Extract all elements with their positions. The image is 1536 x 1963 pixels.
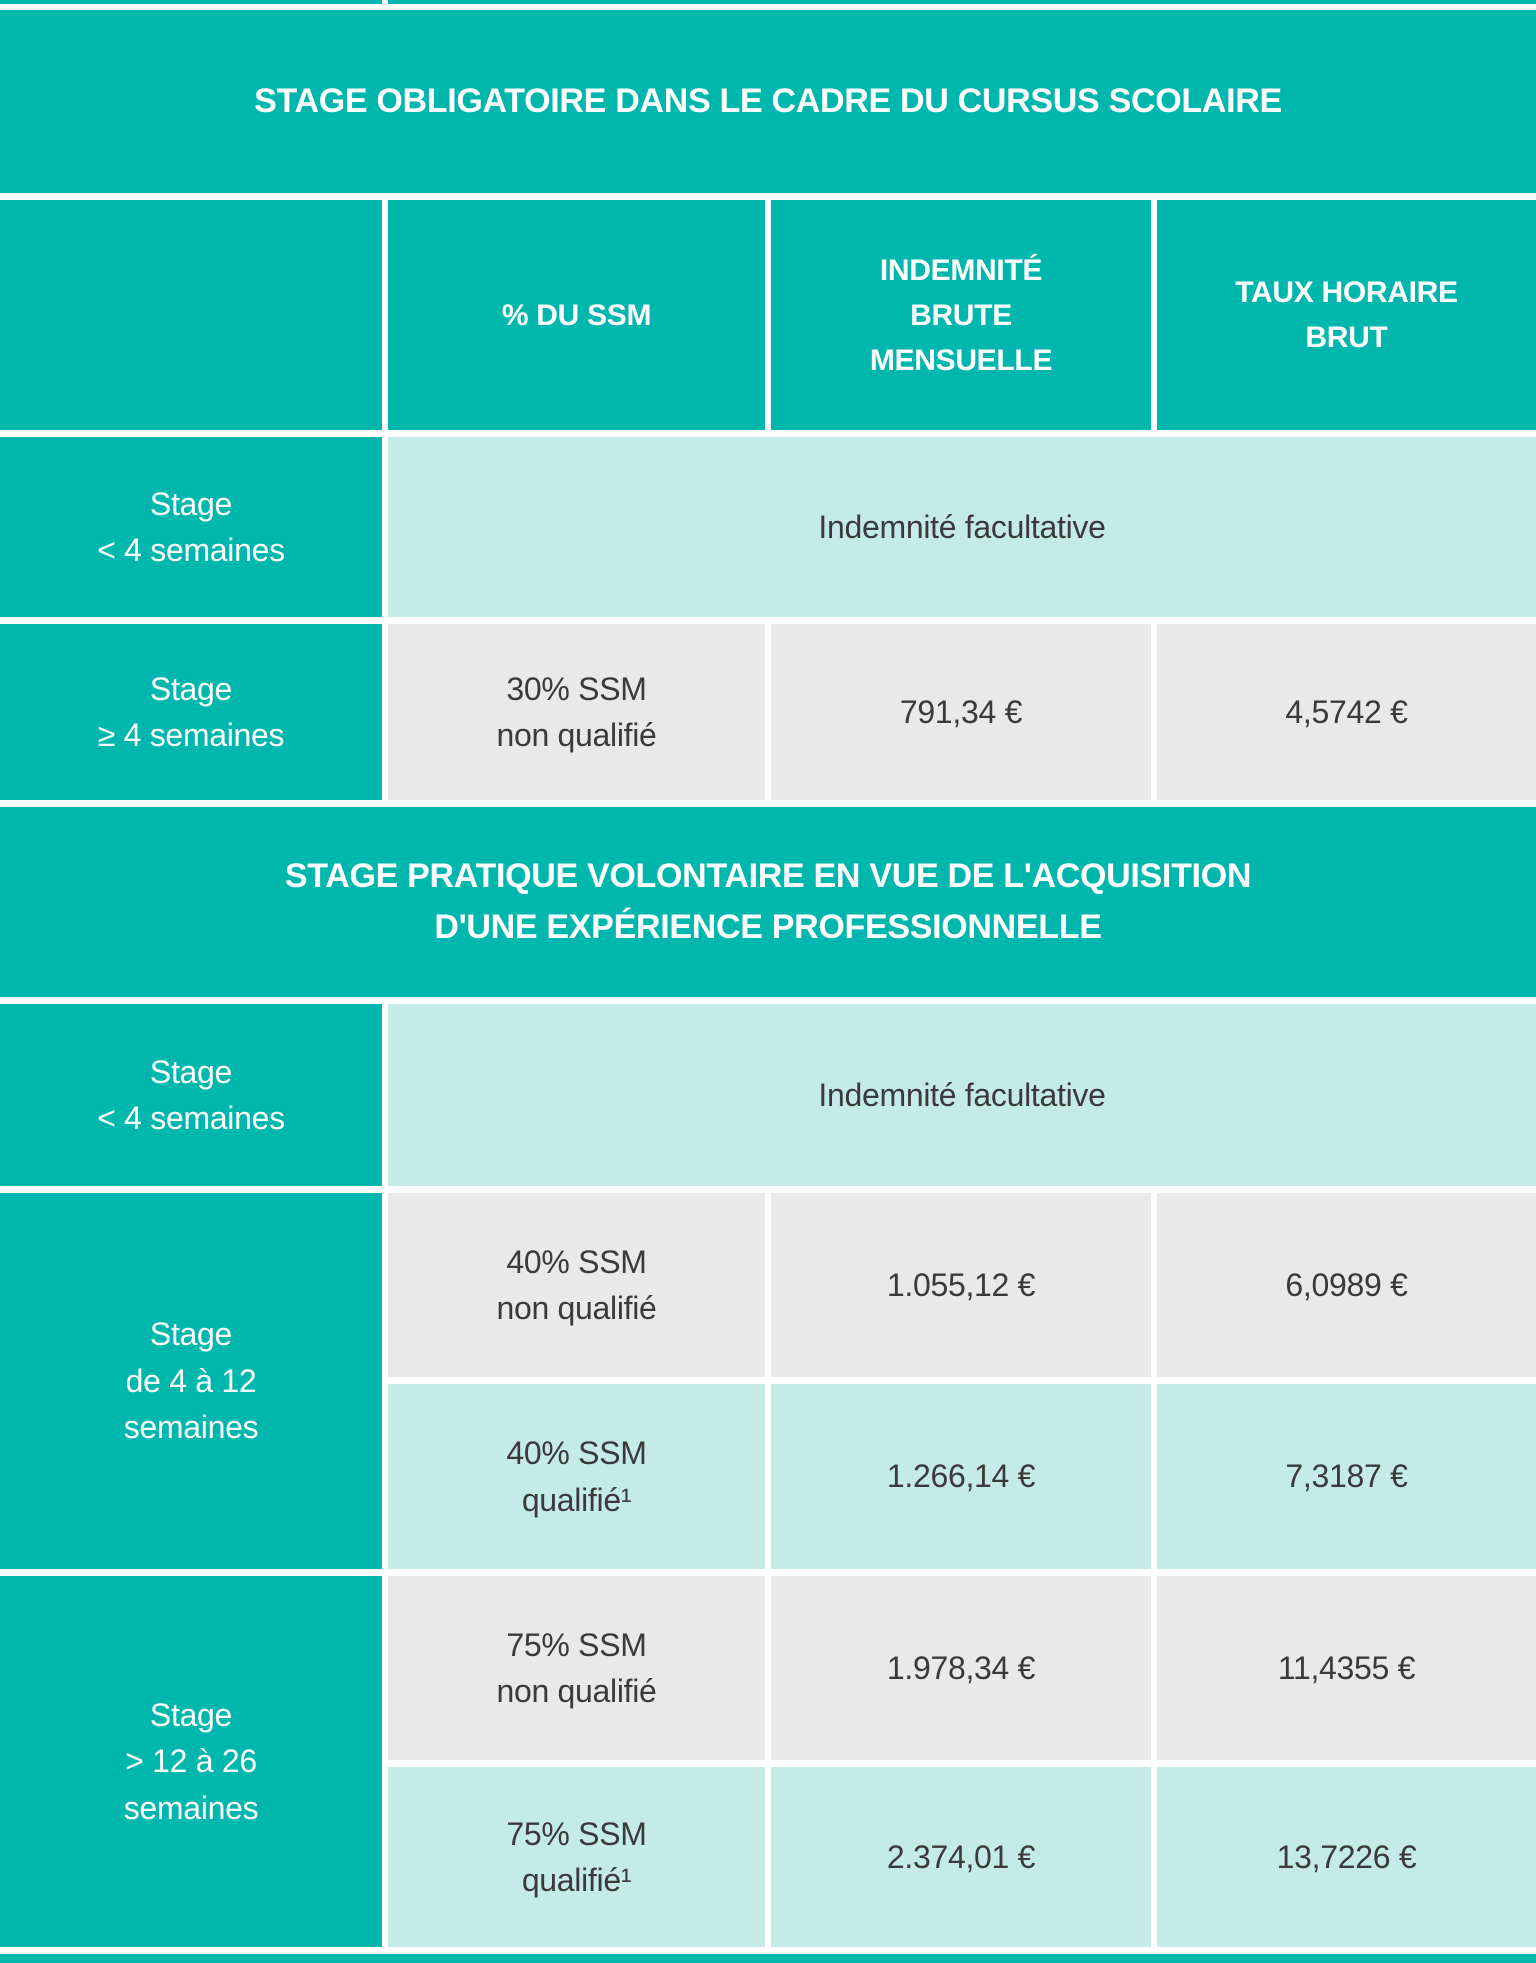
section2-title: STAGE PRATIQUE VOLONTAIRE EN VUE DE L'AC… [0, 807, 1536, 997]
column-header-pct-ssm: % DU SSM [388, 200, 765, 430]
section1-row-ge4-pct: 30% SSM non qualifié [388, 624, 765, 800]
top-edge-strip-left [0, 0, 382, 4]
section2-row-75-qualifie: 75% SSM qualifié¹ 2.374,01 € 13,7226 € [388, 1767, 1536, 1947]
section2-group-4-12-label: Stage de 4 à 12 semaines [0, 1193, 382, 1569]
section1-title: STAGE OBLIGATOIRE DANS LE CADRE DU CURSU… [0, 10, 1536, 193]
section2-row-40-nonqualifie: 40% SSM non qualifié 1.055,12 € 6,0989 € [388, 1193, 1536, 1377]
cell-75-qualifie-monthly: 2.374,01 € [771, 1767, 1151, 1947]
top-edge-strip [0, 0, 1536, 4]
cell-75-nonqualifie-hourly: 11,4355 € [1157, 1576, 1536, 1760]
section2-group-12-26: Stage > 12 à 26 semaines 75% SSM non qua… [0, 1576, 1536, 1947]
cell-40-qualifie-hourly: 7,3187 € [1157, 1384, 1536, 1569]
section2-row-75-nonqualifie: 75% SSM non qualifié 1.978,34 € 11,4355 … [388, 1576, 1536, 1760]
cell-75-nonqualifie-monthly: 1.978,34 € [771, 1576, 1151, 1760]
section2-row-lt4-value: Indemnité facultative [388, 1004, 1536, 1186]
cell-75-qualifie-pct: 75% SSM qualifié¹ [388, 1767, 765, 1947]
column-header-row: % DU SSM INDEMNITÉ BRUTE MENSUELLE TAUX … [0, 200, 1536, 430]
cell-75-qualifie-hourly: 13,7226 € [1157, 1767, 1536, 1947]
column-header-empty [0, 200, 382, 430]
section2-row-lt4-label: Stage < 4 semaines [0, 1004, 382, 1186]
section2-group-4-12: Stage de 4 à 12 semaines 40% SSM non qua… [0, 1193, 1536, 1569]
column-header-indemnite-brute: INDEMNITÉ BRUTE MENSUELLE [771, 200, 1151, 430]
section1-row-ge4-monthly: 791,34 € [771, 624, 1151, 800]
section2-title-row: STAGE PRATIQUE VOLONTAIRE EN VUE DE L'AC… [0, 807, 1536, 997]
section1-row-ge4-label: Stage ≥ 4 semaines [0, 624, 382, 800]
cell-40-qualifie-pct: 40% SSM qualifié¹ [388, 1384, 765, 1569]
cell-40-nonqualifie-pct: 40% SSM non qualifié [388, 1193, 765, 1377]
section1-row-lt4-value: Indemnité facultative [388, 437, 1536, 617]
section1-title-row: STAGE OBLIGATOIRE DANS LE CADRE DU CURSU… [0, 10, 1536, 193]
section1-row-ge4: Stage ≥ 4 semaines 30% SSM non qualifié … [0, 624, 1536, 800]
section2-group-4-12-subrows: 40% SSM non qualifié 1.055,12 € 6,0989 €… [388, 1193, 1536, 1569]
section1-row-lt4: Stage < 4 semaines Indemnité facultative [0, 437, 1536, 617]
cell-75-nonqualifie-pct: 75% SSM non qualifié [388, 1576, 765, 1760]
section1-row-lt4-label: Stage < 4 semaines [0, 437, 382, 617]
section2-row-40-qualifie: 40% SSM qualifié¹ 1.266,14 € 7,3187 € [388, 1384, 1536, 1569]
bottom-edge-strip [0, 1954, 1536, 1963]
cell-40-nonqualifie-monthly: 1.055,12 € [771, 1193, 1151, 1377]
cell-40-nonqualifie-hourly: 6,0989 € [1157, 1193, 1536, 1377]
section2-row-lt4: Stage < 4 semaines Indemnité facultative [0, 1004, 1536, 1186]
cell-40-qualifie-monthly: 1.266,14 € [771, 1384, 1151, 1569]
section1-row-ge4-hourly: 4,5742 € [1157, 624, 1536, 800]
top-edge-strip-right [388, 0, 1536, 4]
section2-group-12-26-subrows: 75% SSM non qualifié 1.978,34 € 11,4355 … [388, 1576, 1536, 1947]
section2-group-12-26-label: Stage > 12 à 26 semaines [0, 1576, 382, 1947]
column-header-taux-horaire: TAUX HORAIRE BRUT [1157, 200, 1536, 430]
